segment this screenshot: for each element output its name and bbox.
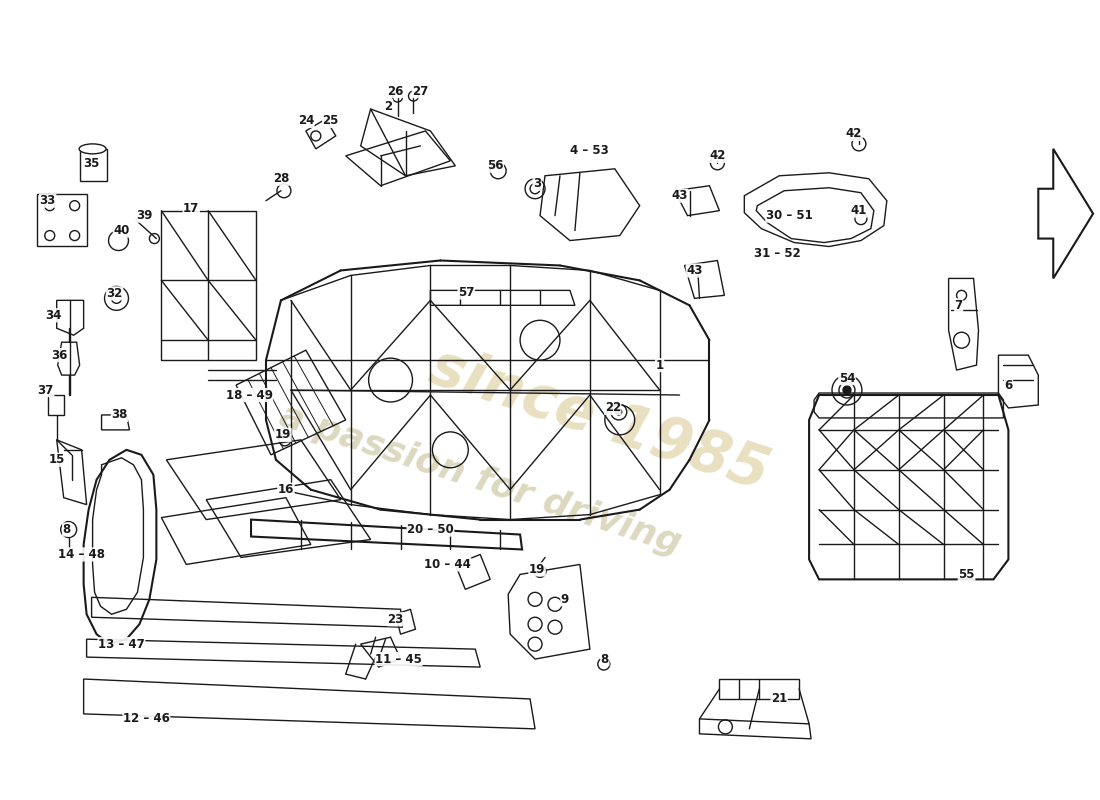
Text: 23: 23: [387, 613, 404, 626]
Text: 28: 28: [273, 172, 289, 186]
Text: 11 – 45: 11 – 45: [375, 653, 422, 666]
Text: 31 – 52: 31 – 52: [754, 247, 801, 260]
Text: 35: 35: [84, 158, 100, 170]
Text: 17: 17: [183, 202, 199, 215]
Text: 18 – 49: 18 – 49: [226, 389, 273, 402]
Text: 3: 3: [534, 178, 541, 190]
Text: 57: 57: [458, 286, 474, 299]
Text: 27: 27: [412, 85, 429, 98]
Text: 32: 32: [107, 287, 122, 300]
Text: 25: 25: [322, 114, 339, 127]
Text: 36: 36: [52, 349, 68, 362]
Text: 6: 6: [1004, 378, 1012, 391]
Text: 55: 55: [958, 568, 975, 581]
Text: since 1985: since 1985: [424, 338, 777, 502]
Text: 2: 2: [385, 99, 393, 113]
Circle shape: [616, 409, 622, 415]
Text: 41: 41: [850, 204, 867, 217]
Text: 15: 15: [48, 454, 65, 466]
Text: 43: 43: [671, 190, 688, 202]
Circle shape: [843, 386, 851, 394]
Text: 21: 21: [771, 693, 788, 706]
Text: 42: 42: [846, 127, 862, 141]
Text: 19: 19: [529, 563, 546, 576]
Text: 4 – 53: 4 – 53: [571, 144, 609, 158]
Text: 38: 38: [111, 409, 128, 422]
Text: 1: 1: [656, 358, 663, 372]
Text: 34: 34: [45, 309, 62, 322]
Text: 33: 33: [40, 194, 56, 207]
Text: 12 – 46: 12 – 46: [123, 712, 169, 726]
Text: 39: 39: [136, 209, 153, 222]
Text: 30 – 51: 30 – 51: [766, 209, 813, 222]
Text: 16: 16: [277, 483, 294, 496]
Text: 43: 43: [686, 264, 703, 277]
Text: 9: 9: [561, 593, 569, 606]
Text: 10 – 44: 10 – 44: [424, 558, 471, 571]
Text: 8: 8: [601, 653, 609, 666]
Text: 37: 37: [37, 383, 54, 397]
Ellipse shape: [79, 144, 106, 154]
Text: a passion for driving: a passion for driving: [275, 398, 685, 561]
Text: 22: 22: [605, 402, 620, 414]
Text: 20 – 50: 20 – 50: [407, 523, 454, 536]
Text: 42: 42: [710, 150, 726, 162]
Text: 13 – 47: 13 – 47: [98, 638, 145, 650]
Text: 24: 24: [298, 114, 314, 127]
Text: 40: 40: [113, 224, 130, 237]
Text: 56: 56: [487, 159, 504, 172]
Text: 14 – 48: 14 – 48: [58, 548, 106, 561]
Text: 8: 8: [63, 523, 70, 536]
Text: 7: 7: [955, 299, 962, 312]
Text: 26: 26: [387, 85, 404, 98]
Text: 54: 54: [838, 371, 855, 385]
Text: 19: 19: [275, 428, 292, 442]
